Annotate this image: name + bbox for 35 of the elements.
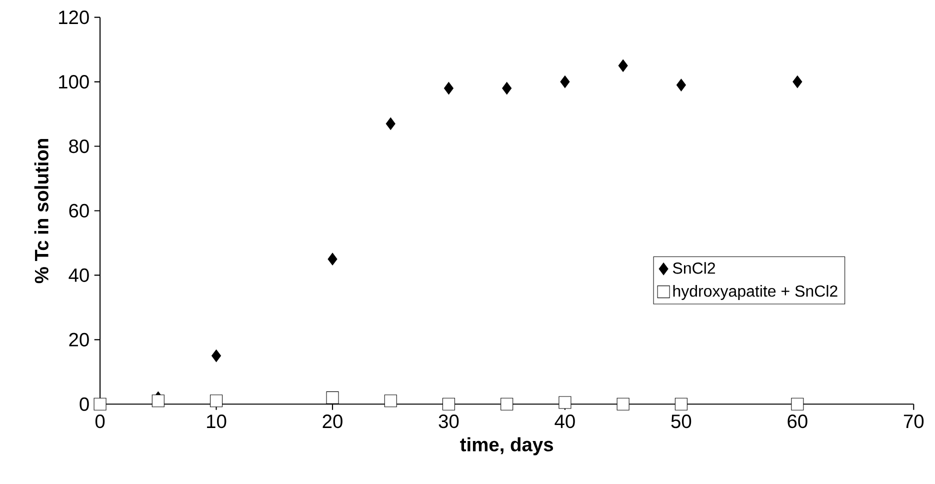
point	[152, 394, 164, 408]
x-tick-label: 70	[904, 414, 924, 428]
x-tick-label: 50	[671, 414, 692, 428]
legend-label: hydroxyapatite + SnCl2	[673, 284, 838, 300]
point	[791, 398, 804, 410]
point	[328, 252, 338, 266]
point	[558, 396, 572, 409]
point	[212, 349, 222, 362]
x-tick-label: 40	[554, 414, 575, 428]
point	[210, 394, 223, 408]
x-tick-label: 20	[322, 414, 342, 428]
x-tick-label: 60	[788, 414, 808, 428]
point	[792, 75, 802, 88]
point	[442, 398, 455, 410]
legend-label: SnCl2	[672, 262, 716, 274]
y-tick-label: 80	[69, 139, 89, 153]
y-tick-label: 100	[59, 74, 89, 89]
point	[386, 117, 396, 130]
point	[444, 82, 454, 94]
y-tick-label: 60	[69, 204, 89, 218]
point	[502, 82, 512, 94]
point	[674, 398, 688, 410]
point	[94, 398, 106, 410]
x-tick-label: 10	[207, 414, 226, 428]
y-axis-title: % Tc in solution	[34, 138, 48, 284]
y-tick-label: 0	[80, 397, 89, 411]
x-axis-title: time, days	[460, 437, 554, 456]
y-tick-label: 120	[59, 10, 89, 24]
point	[560, 75, 570, 88]
y-tick-label: 20	[69, 332, 89, 346]
x-tick-label: 30	[438, 414, 459, 428]
y-tick-label: 40	[68, 268, 89, 282]
point	[618, 59, 628, 72]
point	[676, 78, 686, 92]
x-tick-label: 0	[95, 414, 105, 428]
